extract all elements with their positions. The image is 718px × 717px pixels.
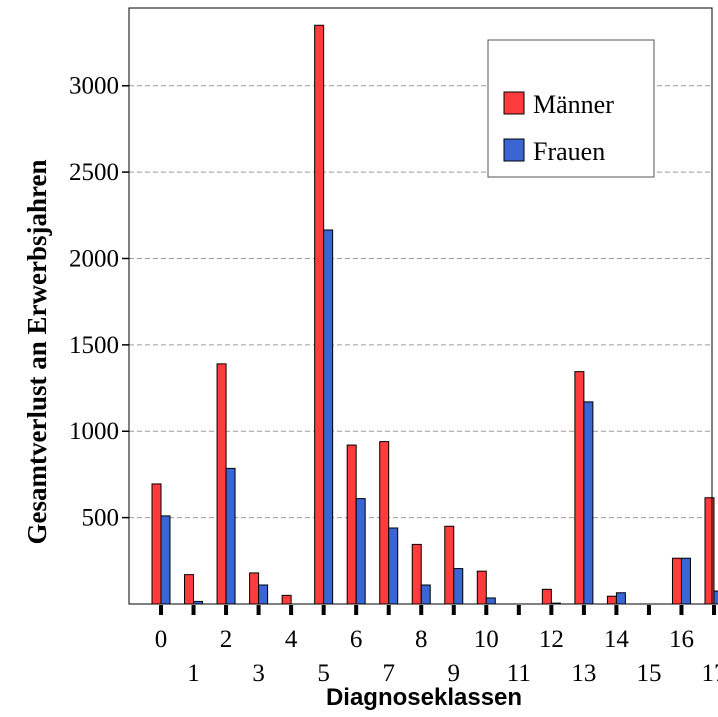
bar-frauen-16 bbox=[680, 557, 691, 605]
x-tick-mark bbox=[516, 605, 521, 615]
legend-label-frauen: Frauen bbox=[533, 137, 605, 166]
bar-frauen-3 bbox=[258, 584, 269, 605]
y-tick-label: 3000 bbox=[69, 73, 119, 100]
x-tick-mark bbox=[679, 605, 684, 615]
x-tick-label-8: 8 bbox=[415, 626, 428, 653]
bar-maenner-7 bbox=[379, 441, 390, 605]
bar-maenner-13 bbox=[574, 371, 585, 605]
bar-maenner-2 bbox=[216, 363, 227, 605]
x-tick-label-1: 1 bbox=[187, 660, 200, 687]
x-tick-label-0: 0 bbox=[155, 626, 168, 653]
bar-maenner-10 bbox=[476, 570, 487, 605]
x-tick-label-14: 14 bbox=[604, 626, 630, 653]
bar-frauen-5 bbox=[323, 229, 334, 605]
y-tick-label: 1000 bbox=[69, 418, 119, 445]
x-tick-mark bbox=[256, 605, 261, 615]
bar-maenner-9 bbox=[444, 525, 455, 605]
x-tick-mark bbox=[451, 605, 456, 615]
bar-maenner-0 bbox=[151, 483, 162, 605]
x-tick-mark bbox=[386, 605, 391, 615]
x-tick-label-13: 13 bbox=[571, 660, 596, 687]
bar-frauen-2 bbox=[225, 467, 236, 605]
bar-maenner-1 bbox=[184, 574, 195, 605]
legend-label-maenner: Männer bbox=[533, 90, 614, 119]
bar-frauen-17 bbox=[713, 590, 718, 605]
tick-labels: 5001000150020002500300001234567891011121… bbox=[69, 73, 718, 687]
y-tick-label: 1500 bbox=[69, 332, 119, 359]
plot-frame bbox=[128, 7, 713, 605]
bar-frauen-10 bbox=[485, 597, 496, 605]
x-tick-label-5: 5 bbox=[317, 660, 330, 687]
bar-maenner-12 bbox=[541, 588, 552, 605]
legend: Männer Frauen bbox=[487, 39, 655, 178]
bar-frauen-9 bbox=[453, 568, 464, 605]
x-tick-mark bbox=[191, 605, 196, 615]
x-tick-label-7: 7 bbox=[382, 660, 395, 687]
bar-maenner-5 bbox=[314, 24, 325, 605]
x-tick-mark bbox=[159, 605, 163, 615]
x-tick-label-15: 15 bbox=[636, 660, 661, 687]
bar-maenner-8 bbox=[411, 543, 422, 605]
x-tick-mark bbox=[549, 605, 554, 615]
bars bbox=[151, 24, 718, 605]
y-axis-label: Gesamtverlust an Erwerbsjahren bbox=[22, 160, 52, 545]
legend-swatch-maenner bbox=[503, 91, 525, 115]
x-tick-label-12: 12 bbox=[539, 626, 564, 653]
y-tick-label: 2000 bbox=[69, 245, 119, 272]
y-tick-label: 2500 bbox=[69, 159, 119, 186]
x-tick-label-6: 6 bbox=[350, 626, 363, 653]
bar-maenner-16 bbox=[671, 557, 682, 605]
legend-swatch-frauen bbox=[503, 138, 525, 162]
x-tick-mark bbox=[289, 605, 294, 615]
bar-frauen-0 bbox=[160, 515, 171, 605]
y-tick-label: 500 bbox=[82, 505, 120, 532]
x-tick-label-9: 9 bbox=[448, 660, 461, 687]
bar-frauen-7 bbox=[388, 527, 399, 605]
x-tick-mark bbox=[419, 605, 424, 615]
bar-frauen-13 bbox=[583, 401, 594, 605]
bar-maenner-3 bbox=[249, 572, 260, 605]
axes bbox=[122, 7, 716, 615]
x-tick-mark bbox=[712, 605, 716, 615]
x-tick-mark bbox=[646, 605, 651, 615]
x-tick-mark bbox=[224, 605, 229, 615]
x-tick-mark bbox=[581, 605, 586, 615]
bar-frauen-14 bbox=[615, 592, 626, 605]
x-tick-label-4: 4 bbox=[285, 626, 298, 653]
x-tick-mark bbox=[614, 605, 619, 615]
x-tick-mark bbox=[354, 605, 359, 615]
bar-maenner-14 bbox=[606, 595, 617, 605]
x-tick-mark bbox=[321, 605, 326, 615]
x-tick-label-2: 2 bbox=[220, 626, 233, 653]
x-tick-label-10: 10 bbox=[474, 626, 499, 653]
bar-maenner-6 bbox=[346, 444, 357, 605]
x-tick-label-17: 17 bbox=[702, 660, 718, 687]
x-tick-mark bbox=[484, 605, 489, 615]
bar-maenner-4 bbox=[281, 594, 292, 605]
bar-maenner-17 bbox=[704, 497, 715, 605]
x-tick-label-3: 3 bbox=[252, 660, 265, 687]
bar-frauen-8 bbox=[420, 584, 431, 605]
x-axis-label: Diagnoseklassen bbox=[326, 684, 522, 711]
x-tick-label-11: 11 bbox=[507, 660, 531, 687]
bar-frauen-6 bbox=[355, 498, 366, 605]
x-tick-label-16: 16 bbox=[669, 626, 694, 653]
